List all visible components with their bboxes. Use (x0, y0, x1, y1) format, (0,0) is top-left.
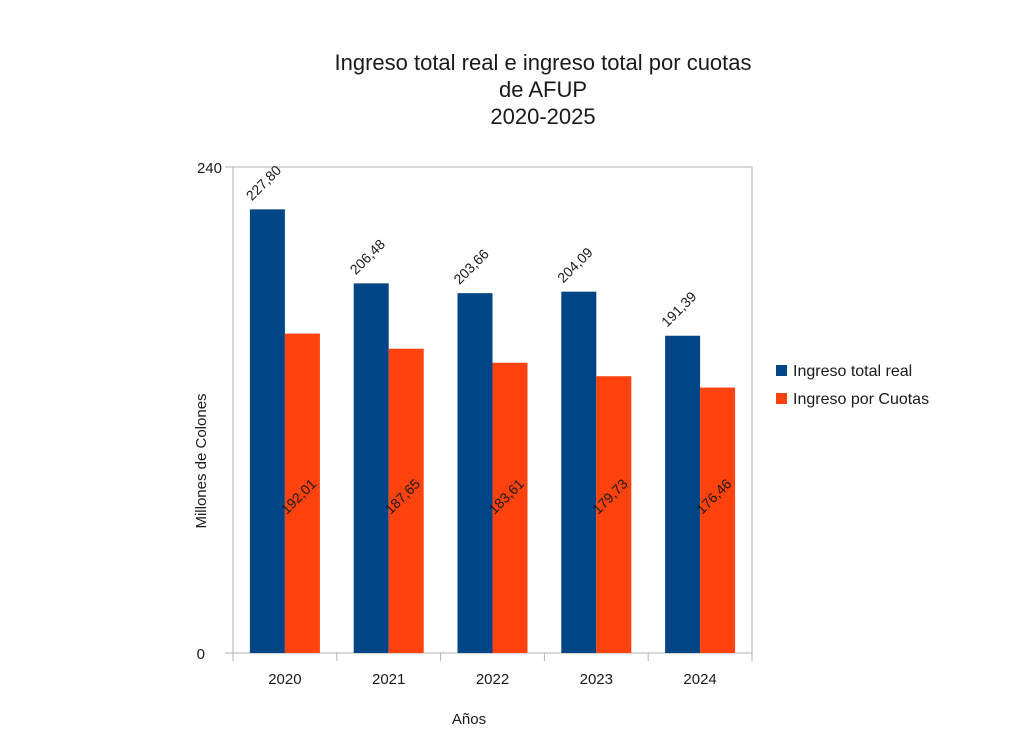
legend-swatch (776, 365, 787, 376)
x-tick-label: 2021 (372, 671, 405, 688)
bar-ingreso-por-cuotas (700, 387, 736, 653)
bar-ingreso-por-cuotas (388, 348, 424, 653)
legend-label: Ingreso total real (793, 363, 912, 380)
bar-ingreso-por-cuotas (284, 333, 320, 653)
x-tick-label: 2022 (476, 671, 509, 688)
chart-title-line: de AFUP (499, 77, 587, 102)
bar-ingreso-total-real (665, 335, 701, 653)
chart-title-line: Ingreso total real e ingreso total por c… (334, 50, 751, 75)
y-tick-label: 0 (197, 646, 205, 663)
x-tick-label: 2023 (580, 671, 613, 688)
bar-ingreso-total-real (353, 283, 389, 653)
x-axis-label: Años (452, 711, 486, 728)
y-axis-label: Millones de Colones (193, 393, 210, 528)
bar-ingreso-por-cuotas (596, 376, 632, 653)
bar-ingreso-total-real (457, 293, 493, 653)
x-tick-label: 2020 (268, 671, 301, 688)
chart-title: Ingreso total real e ingreso total por c… (334, 50, 751, 129)
bar-ingreso-total-real (561, 291, 597, 653)
bar-ingreso-por-cuotas (492, 362, 528, 653)
legend-swatch (776, 393, 787, 404)
chart-title-line: 2020-2025 (490, 104, 595, 129)
y-tick-label: 240 (197, 160, 222, 177)
legend: Ingreso total real Ingreso por Cuotas (776, 363, 929, 408)
bar-ingreso-total-real (249, 209, 285, 653)
legend-label: Ingreso por Cuotas (793, 391, 929, 408)
bars (249, 209, 736, 653)
x-tick-label: 2024 (683, 671, 716, 688)
